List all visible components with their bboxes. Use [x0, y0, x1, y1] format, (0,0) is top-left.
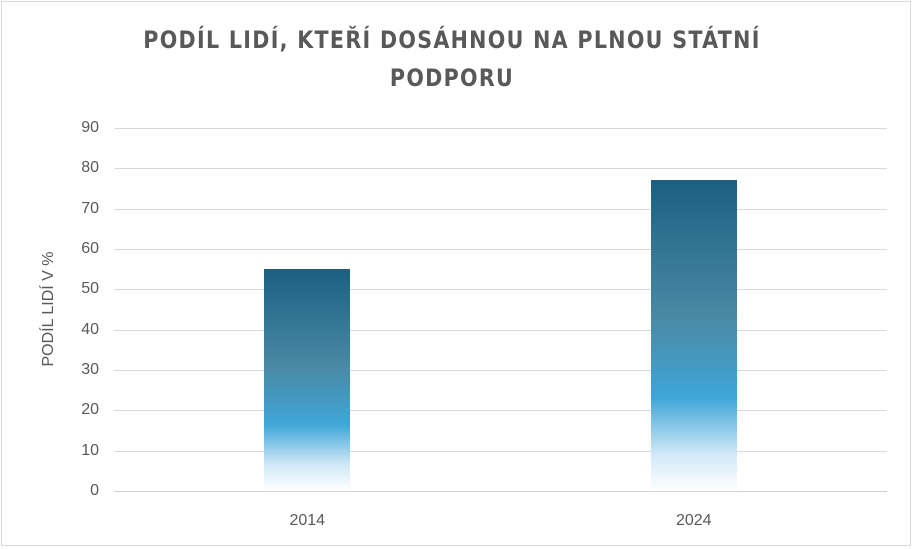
gridline	[114, 168, 887, 170]
gridline	[114, 249, 887, 250]
y-tick-label: 60	[81, 240, 99, 257]
y-tick-label: 10	[81, 441, 99, 459]
y-tick-label: 20	[81, 401, 99, 419]
y-tick-label: 40	[81, 320, 99, 338]
x-tick-label: 2024	[675, 512, 712, 529]
gridline	[114, 329, 887, 331]
gridline	[114, 128, 887, 129]
gridline	[114, 450, 887, 452]
y-tick-label: 50	[81, 280, 99, 298]
gridline	[114, 410, 887, 412]
x-tick-label: 2014	[289, 512, 326, 529]
bar-2014	[264, 269, 351, 491]
gridline	[114, 208, 887, 210]
gridline	[114, 370, 887, 371]
gridline	[114, 289, 887, 291]
y-tick-label: 70	[81, 199, 99, 217]
y-tick-label: 30	[81, 361, 99, 378]
plot-area: 0 10 20 30 40 50 60 70 80 90 2014 2024	[81, 119, 887, 529]
chart-title-line-2: PODPORU	[389, 64, 515, 92]
y-axis-label: PODÍL LIDÍ V %	[40, 251, 57, 367]
gridline	[114, 491, 887, 492]
y-tick-label: 90	[81, 119, 99, 136]
bar-2024	[650, 180, 737, 491]
y-tick-label: 80	[81, 159, 99, 177]
chart-title-line-1: PODÍL LIDÍ, KTEŘÍ DOSÁHNOU NA PLNOU STÁT…	[143, 26, 761, 54]
y-tick-label: 0	[90, 482, 99, 499]
